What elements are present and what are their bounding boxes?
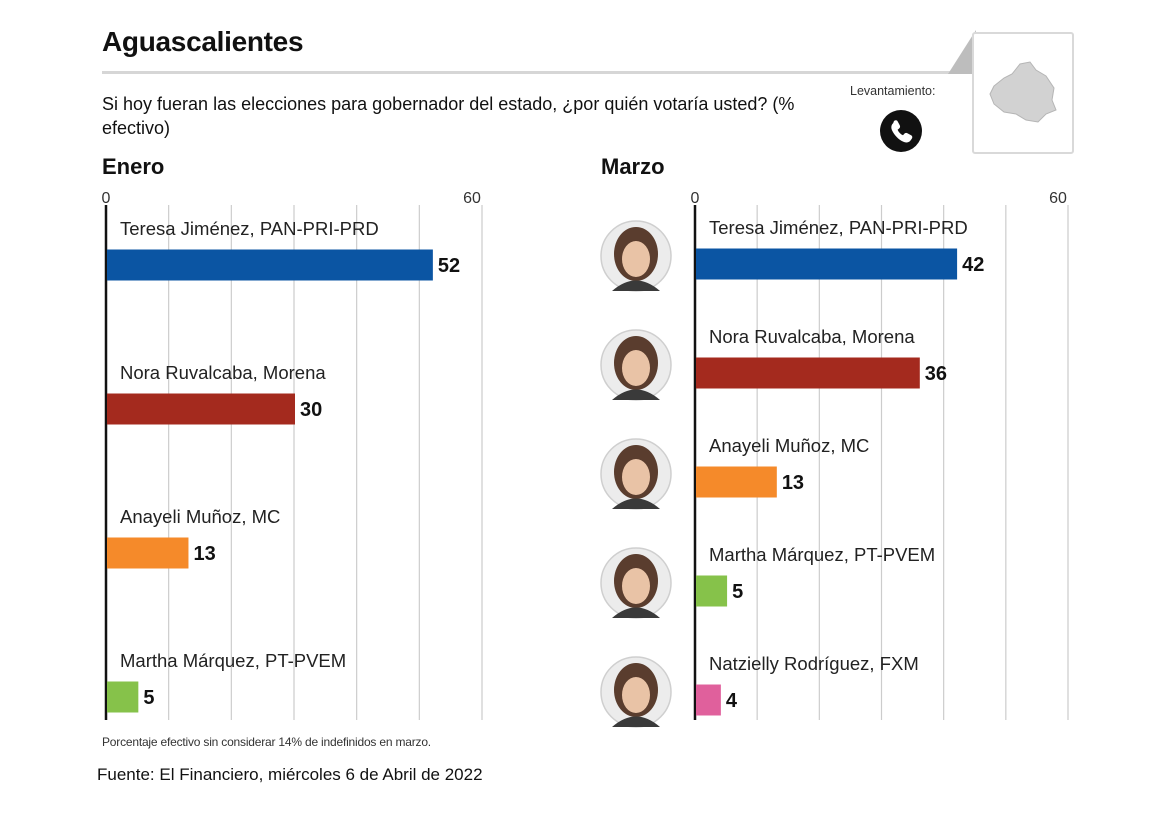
candidate-photo	[600, 547, 672, 619]
data-label: 13	[782, 472, 804, 494]
data-label: 5	[143, 687, 154, 709]
data-label: 42	[962, 254, 984, 276]
bar	[696, 575, 728, 607]
state-map-panel	[972, 32, 1074, 154]
chart-enero: 0 60 Teresa Jiménez, PAN-PRI-PRD 52 Nora Ruv…	[102, 190, 483, 720]
candidate-photo	[600, 438, 672, 510]
bar	[696, 357, 920, 389]
photo-shoulders	[612, 607, 660, 618]
bar-category-label: Nora Ruvalcaba, Morena	[120, 362, 326, 383]
bar-category-label: Teresa Jiménez, PAN-PRI-PRD	[709, 217, 968, 238]
photo-face	[622, 350, 650, 386]
bar	[696, 466, 777, 498]
candidate-photo	[600, 220, 672, 292]
bar	[107, 393, 295, 425]
tick-label: 0	[691, 190, 700, 207]
photo-shoulders	[612, 389, 660, 400]
data-label: 5	[732, 581, 743, 603]
bar-category-label: Anayeli Muñoz, MC	[120, 506, 280, 527]
photo-shoulders	[612, 716, 660, 727]
bar-category-label: Teresa Jiménez, PAN-PRI-PRD	[120, 218, 379, 239]
data-label: 36	[925, 363, 947, 385]
candidate-photo	[600, 329, 672, 401]
data-label: 4	[726, 690, 738, 712]
source-line: Fuente: El Financiero, miércoles 6 de Ab…	[97, 765, 483, 784]
bar	[696, 684, 721, 716]
tick-label: 60	[463, 190, 481, 207]
photo-face	[622, 459, 650, 495]
chart-title: Aguascalientes	[102, 26, 304, 57]
panel-title-marzo: Marzo	[601, 154, 665, 179]
photo-shoulders	[612, 280, 660, 291]
bar-category-label: Martha Márquez, PT-PVEM	[709, 544, 935, 565]
bar	[696, 248, 958, 280]
survey-method-label: Levantamiento:	[850, 84, 936, 98]
panel-title-enero: Enero	[102, 154, 165, 179]
photo-shoulders	[612, 498, 660, 509]
aguascalientes-map-icon	[989, 61, 1057, 123]
chart-marzo: 0 60 Teresa Jiménez, PAN-PRI-PRD 42 Nora Ruv…	[600, 190, 1069, 728]
title-divider	[102, 71, 964, 74]
bar	[107, 249, 433, 281]
photo-face	[622, 568, 650, 604]
bar	[107, 537, 189, 569]
bar-category-label: Nora Ruvalcaba, Morena	[709, 326, 915, 347]
photo-face	[622, 241, 650, 277]
data-label: 52	[438, 255, 460, 277]
data-label: 13	[193, 543, 215, 565]
bar-category-label: Anayeli Muñoz, MC	[709, 435, 869, 456]
phone-icon	[880, 110, 922, 152]
bar	[107, 681, 139, 713]
tick-label: 60	[1049, 190, 1067, 207]
tick-label: 0	[102, 190, 111, 207]
candidate-photo	[600, 656, 672, 728]
footnote: Porcentaje efectivo sin considerar 14% d…	[102, 735, 431, 749]
corner-fold-icon	[948, 30, 976, 74]
data-label: 30	[300, 399, 322, 421]
bar-category-label: Martha Márquez, PT-PVEM	[120, 650, 346, 671]
survey-question: Si hoy fueran las elecciones para gobern…	[102, 94, 795, 138]
photo-face	[622, 677, 650, 713]
bar-category-label: Natzielly Rodríguez, FXM	[709, 653, 919, 674]
